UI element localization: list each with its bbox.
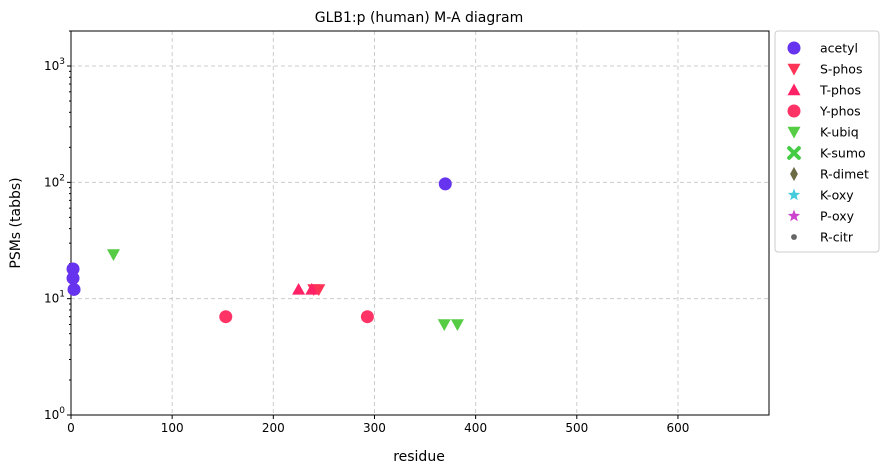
x-tick-label: 0 — [67, 421, 75, 435]
legend-label-s-phos: S-phos — [820, 62, 862, 77]
grid-lines — [71, 31, 769, 415]
legend-marker-k-oxy — [787, 188, 801, 201]
y-tick-label: 102 — [44, 173, 65, 189]
legend-label-p-oxy: P-oxy — [820, 209, 855, 224]
x-tick-label: 100 — [161, 421, 184, 435]
data-point-y-phos — [360, 310, 374, 324]
data-point-s-phos — [312, 284, 326, 296]
x-tick-label: 400 — [464, 421, 487, 435]
legend-marker-acetyl — [787, 41, 801, 55]
plot-area-frame — [70, 30, 770, 416]
legend: acetyl S-phos T-phos Y-phos K-ubiq K-sumo R-di… — [774, 30, 880, 253]
chart-title: GLB1:p (human) M-A diagram — [315, 10, 524, 26]
legend-frame — [774, 30, 880, 253]
legend-label-t-phos: T-phos — [819, 83, 861, 98]
y-tick-label: 101 — [44, 290, 65, 306]
x-tick-label: 600 — [667, 421, 690, 435]
legend-marker-r-dimet — [790, 166, 798, 182]
legend-label-k-ubiq: K-ubiq — [820, 125, 859, 140]
data-point-acetyl — [66, 271, 80, 285]
data-point-k-ubiq — [106, 249, 120, 261]
legend-marker-k-sumo — [787, 146, 801, 160]
data-point-acetyl — [438, 177, 452, 191]
data-point-t-phos — [292, 282, 306, 295]
data-point-acetyl — [67, 282, 81, 296]
legend-marker-k-ubiq — [787, 126, 801, 139]
data-point-t-phos — [305, 282, 319, 295]
data-point-y-phos — [219, 310, 233, 324]
legend-label-k-oxy: K-oxy — [820, 188, 854, 203]
x-tick-label: 200 — [262, 421, 285, 435]
y-axis-label: PSMs (tabbs) — [8, 177, 24, 268]
legend-label-k-sumo: K-sumo — [820, 146, 866, 161]
y-tick-label: 103 — [44, 57, 65, 73]
legend-marker-y-phos — [787, 104, 801, 118]
legend-label-r-dimet: R-dimet — [820, 167, 869, 182]
data-points — [66, 177, 464, 331]
data-point-k-ubiq — [437, 319, 451, 331]
y-tick-label: 100 — [44, 406, 65, 422]
legend-marker-p-oxy — [787, 209, 801, 222]
x-axis-label: residue — [393, 449, 445, 465]
legend-marker-r-citr — [791, 234, 797, 240]
x-tick-label: 500 — [565, 421, 588, 435]
data-point-k-ubiq — [450, 319, 464, 331]
legend-marker-t-phos — [787, 83, 801, 96]
legend-label-acetyl: acetyl — [820, 41, 858, 56]
x-tick-label: 300 — [363, 421, 386, 435]
legend-label-y-phos: Y-phos — [819, 104, 861, 119]
data-point-acetyl — [66, 262, 80, 276]
legend-label-r-citr: R-citr — [820, 230, 854, 245]
legend-marker-s-phos — [787, 63, 801, 76]
